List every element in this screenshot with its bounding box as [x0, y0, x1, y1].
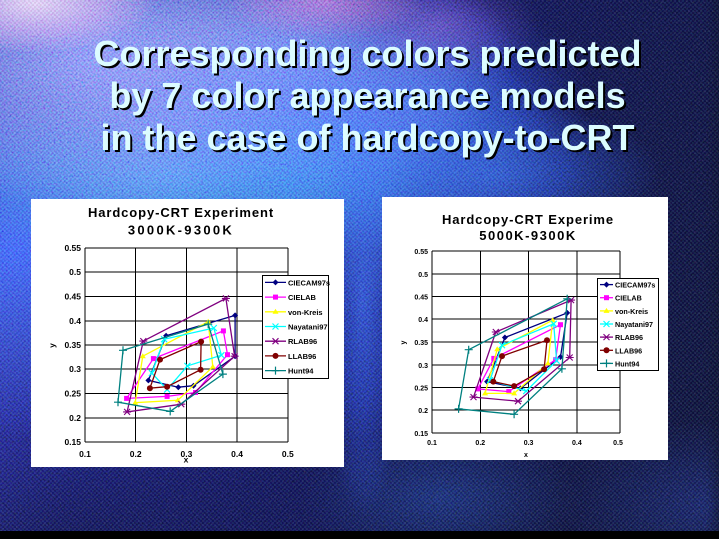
svg-text:0.2: 0.2 [475, 440, 485, 447]
svg-text:LLAB96: LLAB96 [615, 346, 642, 355]
svg-text:0.4: 0.4 [572, 440, 582, 447]
svg-text:0.55: 0.55 [414, 249, 428, 256]
svg-text:0.5: 0.5 [613, 440, 623, 447]
svg-text:0.4: 0.4 [69, 316, 81, 326]
svg-text:0.45: 0.45 [414, 295, 428, 302]
svg-text:0.3: 0.3 [69, 364, 81, 374]
svg-text:x: x [184, 455, 189, 465]
svg-text:0.35: 0.35 [414, 340, 428, 347]
svg-text:0.2: 0.2 [418, 408, 428, 415]
svg-text:y: y [47, 343, 57, 348]
svg-text:Hunt94: Hunt94 [288, 367, 314, 376]
svg-text:0.55: 0.55 [64, 243, 81, 253]
svg-text:0.15: 0.15 [64, 437, 81, 447]
svg-text:0.1: 0.1 [427, 440, 437, 447]
svg-text:von-Kreis: von-Kreis [615, 307, 648, 316]
svg-text:CIECAM97s: CIECAM97s [288, 278, 330, 287]
svg-text:Hunt94: Hunt94 [615, 359, 639, 368]
svg-text:0.15: 0.15 [414, 431, 428, 438]
svg-text:0.5: 0.5 [418, 272, 428, 279]
svg-text:0.45: 0.45 [64, 292, 81, 302]
svg-text:CIELAB: CIELAB [288, 293, 317, 302]
svg-text:LLAB96: LLAB96 [288, 352, 316, 361]
svg-text:0.35: 0.35 [64, 340, 81, 350]
svg-text:0.3: 0.3 [418, 363, 428, 370]
svg-text:Hardcopy-CRT Experiment: Hardcopy-CRT Experiment [88, 205, 274, 220]
svg-text:von-Kreis: von-Kreis [288, 308, 323, 317]
svg-text:0.25: 0.25 [64, 389, 81, 399]
svg-text:CIECAM97s: CIECAM97s [615, 281, 655, 290]
svg-text:Nayatani97: Nayatani97 [288, 323, 328, 332]
svg-text:Nayatani97: Nayatani97 [615, 320, 653, 329]
svg-text:RLAB96: RLAB96 [288, 337, 317, 346]
svg-text:0.2: 0.2 [130, 449, 142, 459]
svg-text:0.2: 0.2 [69, 413, 81, 423]
svg-text:0.4: 0.4 [231, 449, 243, 459]
svg-text:0.3: 0.3 [524, 440, 534, 447]
svg-text:x: x [524, 452, 528, 459]
svg-text:0.5: 0.5 [282, 449, 294, 459]
svg-text:0.1: 0.1 [79, 449, 91, 459]
svg-text:RLAB96: RLAB96 [615, 333, 643, 342]
svg-text:0.3: 0.3 [180, 449, 192, 459]
svg-text:3000K-9300K: 3000K-9300K [128, 223, 234, 238]
svg-text:y: y [401, 340, 408, 344]
svg-text:0.4: 0.4 [418, 317, 428, 324]
svg-text:0.5: 0.5 [69, 267, 81, 277]
svg-text:5000K-9300K: 5000K-9300K [479, 228, 576, 243]
svg-text:Hardcopy-CRT Experime: Hardcopy-CRT Experime [442, 212, 614, 227]
svg-text:0.25: 0.25 [414, 386, 428, 393]
svg-text:CIELAB: CIELAB [615, 294, 642, 303]
